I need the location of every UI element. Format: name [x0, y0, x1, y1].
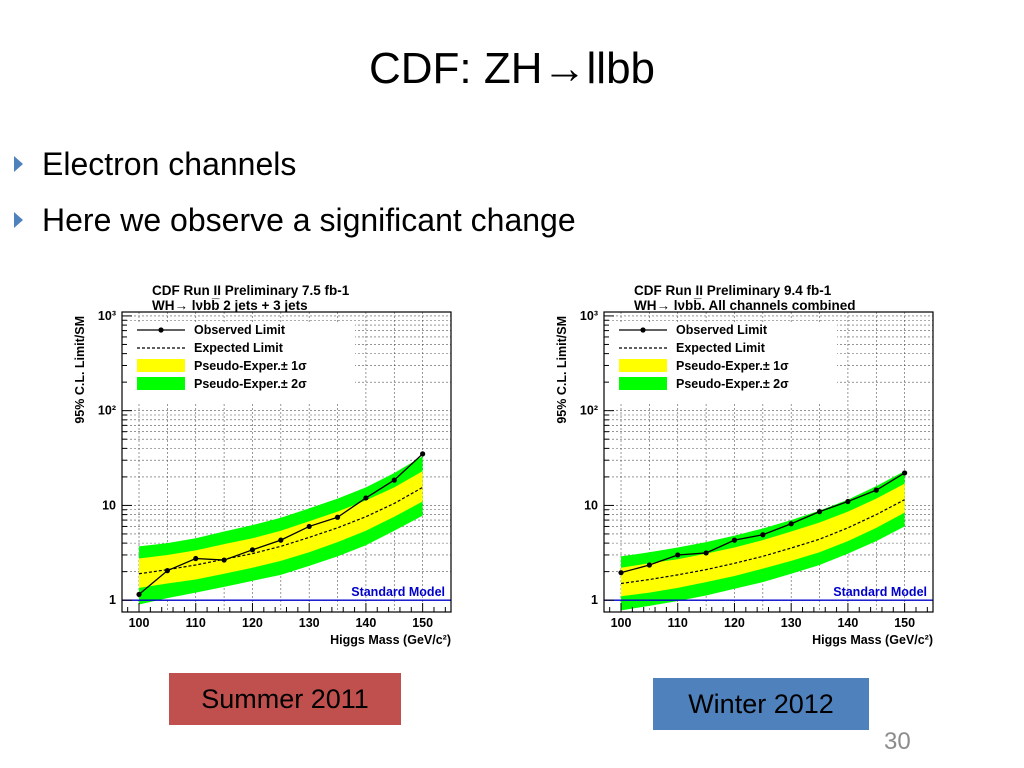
y-tick-label: 10 [102, 498, 116, 512]
observed-point [675, 552, 681, 558]
legend-observed-marker [640, 327, 646, 333]
slide-title: CDF: ZH→llbb [368, 44, 656, 93]
axis-ticks [604, 315, 928, 612]
standard-model-label: Standard Model [833, 585, 927, 599]
x-tick-label: 120 [242, 616, 263, 630]
x-tick-label: 150 [412, 616, 433, 630]
chart-summer-2011: CDF Run II Preliminary 7.5 fb-1 WH→ lνbb̅… [66, 276, 466, 657]
observed-point [193, 555, 199, 562]
y-tick-label: 10² [98, 404, 116, 418]
bullet-list: Electron channels Here we observe a sign… [14, 136, 576, 248]
chart-subtitle: WH→ lνbb̅ 2 jets + 3 jets [152, 298, 308, 313]
observed-point [703, 550, 709, 556]
chart-winter-2012: CDF Run II Preliminary 9.4 fb-1 WH→ lνbb̅… [548, 276, 948, 657]
legend: Observed Limit Expected Limit Pseudo-Exper… [607, 322, 837, 404]
y-tick-label: 1 [109, 593, 116, 607]
observed-point [760, 532, 766, 538]
label-winter-2012: Winter 2012 [653, 678, 869, 730]
x-axis-label: Higgs Mass (GeV/c²) [812, 633, 933, 647]
x-tick-label: 130 [299, 616, 320, 630]
band-1sigma [139, 471, 423, 588]
bullet-text: Here we observe a significant change [42, 201, 576, 238]
y-tick-label: 1 [591, 593, 598, 607]
observed-point [731, 537, 738, 543]
chart-subtitle: WH→ lνbb̅. All channels combined [634, 298, 856, 313]
x-tick-label: 140 [837, 616, 858, 630]
legend-2sigma-swatch [137, 377, 185, 390]
observed-point [902, 470, 908, 476]
observed-point [816, 509, 823, 515]
axis-ticks [122, 315, 446, 612]
standard-model-label: Standard Model [351, 585, 445, 599]
observed-point [391, 477, 397, 483]
y-tick-label: 10³ [580, 309, 598, 323]
x-tick-label: 110 [668, 616, 688, 630]
observed-point [164, 568, 170, 574]
legend-entry: Expected Limit [676, 341, 766, 355]
legend: Observed Limit Expected Limit Pseudo-Exper… [125, 322, 355, 404]
observed-point [221, 557, 227, 563]
chart-title: CDF Run II Preliminary 7.5 fb-1 [152, 283, 350, 298]
observed-point [363, 495, 369, 501]
x-tick-label: 140 [355, 616, 376, 630]
y-axis-label: 95% C.L. Limit/SM [73, 316, 87, 424]
bullet-arrow-icon [14, 212, 23, 228]
x-tick-label: 130 [781, 616, 802, 630]
x-tick-label: 100 [611, 616, 632, 630]
bullet-arrow-icon [14, 156, 23, 172]
observed-point [873, 487, 879, 493]
observed-point [306, 523, 312, 530]
observed-point [420, 451, 426, 457]
legend-observed-marker [158, 327, 164, 333]
observed-point [845, 498, 851, 505]
observed-point [278, 537, 284, 543]
bullet-item: Here we observe a significant change [14, 192, 576, 248]
observed-point [334, 514, 341, 520]
legend-1sigma-swatch [137, 359, 185, 372]
x-tick-label: 120 [724, 616, 745, 630]
y-tick-label: 10 [584, 498, 598, 512]
legend-entry: Observed Limit [194, 323, 286, 337]
expected-limit-line [138, 486, 423, 575]
y-tick-label: 10² [580, 404, 598, 418]
observed-point [788, 521, 794, 527]
expected-limit-line [620, 499, 905, 585]
page-number: 30 [884, 728, 911, 755]
x-tick-label: 100 [129, 616, 150, 630]
legend-entry: Observed Limit [676, 323, 768, 337]
legend-entry: Pseudo-Exper.± 1σ [676, 359, 789, 373]
legend-1sigma-swatch [619, 359, 667, 372]
x-tick-label: 150 [894, 616, 915, 630]
observed-point [618, 570, 624, 576]
y-tick-label: 10³ [98, 309, 116, 323]
legend-2sigma-swatch [619, 377, 667, 390]
observed-point [249, 547, 256, 553]
x-tick-label: 110 [186, 616, 206, 630]
observed-point [646, 562, 652, 568]
y-axis-label: 95% C.L. Limit/SM [555, 316, 569, 424]
observed-point [136, 591, 142, 598]
band-1sigma [621, 483, 905, 597]
label-summer-2011: Summer 2011 [169, 673, 401, 725]
legend-entry: Pseudo-Exper.± 2σ [676, 377, 789, 391]
legend-entry: Expected Limit [194, 341, 284, 355]
legend-entry: Pseudo-Exper.± 2σ [194, 377, 307, 391]
bullet-item: Electron channels [14, 136, 576, 192]
bullet-text: Electron channels [42, 145, 297, 182]
chart-title: CDF Run II Preliminary 9.4 fb-1 [634, 283, 832, 298]
limit-plot-right: CDF Run II Preliminary 9.4 fb-1WH→ lνbb̅… [555, 283, 934, 647]
legend-entry: Pseudo-Exper.± 1σ [194, 359, 307, 373]
x-axis-label: Higgs Mass (GeV/c²) [330, 633, 451, 647]
limit-plot-left: CDF Run II Preliminary 7.5 fb-1WH→ lνbb̅… [73, 283, 452, 647]
